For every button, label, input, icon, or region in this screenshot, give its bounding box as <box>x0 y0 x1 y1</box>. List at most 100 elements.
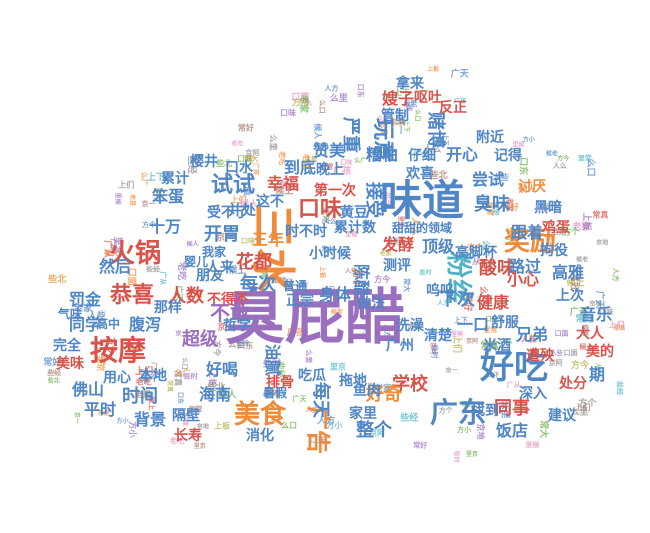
cloud-filler-glyph: 些时 <box>452 451 460 463</box>
cloud-word: 人数 <box>168 285 205 307</box>
cloud-word: 佛山 <box>71 380 104 399</box>
cloud-word: 按摩 <box>90 334 146 367</box>
cloud-filler-glyph: 里常 <box>260 265 269 279</box>
cloud-word: 黄豆 <box>340 204 368 221</box>
cloud-filler-glyph: 候老 <box>576 255 588 263</box>
cloud-filler-glyph: 口东 <box>518 157 530 175</box>
cloud-filler-glyph: 广从 <box>102 240 114 258</box>
cloud-filler-glyph: 广从 <box>507 380 521 389</box>
cloud-filler-glyph: 口味 <box>280 107 296 117</box>
cloud-filler-glyph: 上板 <box>318 266 326 279</box>
cloud-word: 臭味 <box>474 193 510 215</box>
cloud-word: 然后 <box>99 257 131 276</box>
cloud-filler-glyph: 常大 <box>104 248 118 257</box>
cloud-filler-glyph: 广从 <box>327 286 335 298</box>
cloud-filler-glyph: 口面 <box>555 329 569 337</box>
cloud-filler-glyph: 广天 <box>150 362 158 374</box>
cloud-filler-glyph: 么里 <box>228 339 244 349</box>
cloud-filler-glyph: 口面 <box>564 349 578 357</box>
cloud-filler-glyph: 里京 <box>466 450 478 458</box>
cloud-filler-glyph: 常好 <box>413 440 427 449</box>
cloud-word: 幸福 <box>267 174 299 193</box>
cloud-word: 拖地 <box>339 372 367 389</box>
cloud-filler-glyph: 常真 <box>592 209 608 219</box>
cloud-filler-glyph: 人么 <box>553 161 567 170</box>
cloud-word: 开心 <box>446 145 478 164</box>
cloud-filler-glyph: 方今 <box>106 337 118 356</box>
cloud-filler-glyph: 些北 <box>48 377 60 385</box>
cloud-filler-glyph: 候人 <box>187 240 200 248</box>
cloud-filler-glyph: 常好 <box>462 293 474 311</box>
cloud-word: 美的 <box>586 343 614 360</box>
cloud-word: 高中 <box>96 316 120 331</box>
cloud-filler-glyph: 常大 <box>322 245 334 253</box>
cloud-word: 美味 <box>56 355 84 372</box>
cloud-filler-glyph: 候人 <box>240 198 259 210</box>
cloud-filler-glyph: 京地 <box>589 299 601 307</box>
cloud-filler-glyph: 广孩 <box>454 97 466 105</box>
cloud-word: 下次 <box>439 288 475 310</box>
cloud-filler-glyph: 些时 <box>153 188 161 200</box>
cloud-filler-glyph: 人些 <box>306 406 318 414</box>
cloud-filler-glyph: 么口 <box>281 420 297 430</box>
cloud-word: 鱼肉 <box>353 382 381 399</box>
cloud-word: 不敢 <box>210 301 251 325</box>
cloud-word: 期 <box>589 365 605 384</box>
cloud-word: 海南 <box>199 385 231 404</box>
cloud-filler-glyph: 老吃 <box>278 150 287 165</box>
cloud-filler-glyph: 人方 <box>325 84 339 93</box>
cloud-word: 广州 <box>386 337 414 354</box>
cloud-filler-glyph: 么广 <box>140 172 149 186</box>
cloud-filler-glyph: 候人 <box>127 341 144 351</box>
cloud-word: 婴儿 <box>184 255 208 269</box>
cloud-filler-glyph: 些经 <box>146 264 160 273</box>
cloud-word: 口水 <box>225 159 254 176</box>
cloud-filler-glyph: 些北 <box>207 381 225 393</box>
cloud-word: 鸡蛋 <box>541 219 570 236</box>
cloud-filler-glyph: 里候 <box>114 193 122 206</box>
cloud-filler-glyph: 方个 <box>439 406 454 415</box>
cloud-filler-glyph: 人么 <box>300 100 312 108</box>
cloud-word: 一口 <box>457 315 489 334</box>
cloud-word: 时间 <box>122 386 158 407</box>
cloud-word: 小心 <box>507 270 539 289</box>
cloud-filler-glyph: 里常 <box>188 404 202 413</box>
cloud-filler-glyph: 么里 <box>330 92 348 104</box>
cloud-filler-glyph: 老家 <box>571 220 591 232</box>
cloud-filler-glyph: 京一 <box>73 412 81 424</box>
cloud-word: 上次 <box>556 287 584 304</box>
cloud-word: 拿来 <box>395 75 425 92</box>
cloud-word: 背景 <box>134 410 166 429</box>
cloud-word: 尝试 <box>472 170 504 189</box>
cloud-filler-glyph: 上板 <box>208 371 218 388</box>
cloud-word: 那样 <box>154 299 182 316</box>
cloud-filler-glyph: 里候 <box>513 141 526 149</box>
cloud-filler-glyph: 么口 <box>318 100 327 114</box>
cloud-word: 严重 <box>340 117 362 153</box>
cloud-filler-glyph: 常好 <box>576 313 594 325</box>
cloud-word: 三水 <box>247 204 298 293</box>
cloud-filler-glyph: 老家 <box>505 197 514 213</box>
cloud-filler-glyph: 候老 <box>404 99 418 108</box>
cloud-filler-glyph: 人么 <box>501 338 513 346</box>
cloud-filler-glyph: 候老 <box>331 308 343 316</box>
cloud-filler-glyph: 广天 <box>570 306 589 318</box>
cloud-filler-glyph: 人么 <box>409 217 421 236</box>
cloud-filler-glyph: 口味 <box>237 154 253 164</box>
cloud-word: 好吃 <box>479 347 548 387</box>
cloud-word: 好喝 <box>205 360 238 379</box>
cloud-word: 测评 <box>383 257 411 274</box>
cloud-filler-glyph: 京一 <box>394 116 406 134</box>
cloud-filler-glyph: 么里 <box>500 401 512 419</box>
cloud-filler-glyph: 京地 <box>385 191 395 207</box>
cloud-filler-glyph: 常好 <box>238 122 254 132</box>
cloud-filler-glyph: 京阿 <box>369 428 385 438</box>
cloud-filler-glyph: 常大 <box>244 154 258 163</box>
cloud-filler-glyph: 些经 <box>47 368 61 377</box>
cloud-filler-glyph: 些经 <box>615 381 624 395</box>
cloud-filler-glyph: 么里 <box>98 353 106 365</box>
cloud-filler-glyph: 老吃 <box>135 376 152 386</box>
cloud-filler-glyph: 些时 <box>431 345 440 359</box>
cloud-word: 哲学 <box>223 317 251 334</box>
cloud-word: 每天 <box>310 382 332 419</box>
